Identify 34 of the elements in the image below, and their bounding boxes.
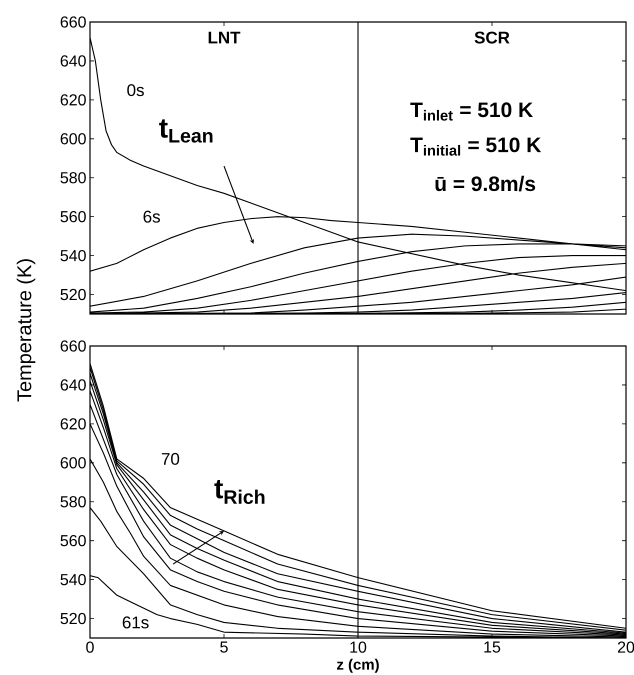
y-tick-label: 620	[60, 94, 86, 106]
y-tick-label: 600	[60, 457, 86, 468]
annotation: 70	[162, 452, 180, 465]
y-axis-title: Temperature (K)	[16, 259, 36, 402]
y-tick-label: 560	[60, 211, 86, 222]
x-axis-title: z (cm)	[337, 658, 379, 673]
x-tick-label: 5	[220, 642, 228, 653]
y-tick-label: 620	[60, 418, 86, 430]
annotation: SCR	[474, 32, 510, 44]
y-tick-label: 660	[60, 16, 86, 28]
y-tick-label: 520	[60, 288, 86, 300]
y-tick-label: 640	[60, 55, 86, 67]
annotation: 6s	[144, 210, 160, 223]
x-tick-label: 20	[618, 642, 634, 653]
y-tick-label: 520	[60, 612, 86, 624]
annotation: LNT	[208, 32, 240, 44]
y-tick-label: 560	[60, 535, 86, 546]
x-tick-label: 0	[86, 642, 94, 653]
y-tick-label: 640	[60, 379, 86, 391]
annotation: ū = 9.8m/s	[436, 176, 536, 192]
y-tick-label: 660	[60, 340, 86, 352]
y-tick-label: 600	[60, 133, 86, 144]
y-tick-label: 540	[60, 574, 86, 586]
annotation: 0s	[127, 84, 144, 96]
annotation: T$_{inlet}$ = 510 K	[410, 102, 533, 121]
annotation: t$_{Lean}$	[159, 119, 212, 143]
y-tick-label: 580	[60, 172, 86, 184]
y-tick-label: 580	[60, 496, 86, 508]
annotation: 61s	[122, 616, 149, 628]
annotation: t$_{Rich}$	[214, 480, 264, 504]
annotation: T$_{initial}$ = 510 K	[410, 137, 542, 156]
x-tick-label: 10	[350, 642, 366, 653]
x-tick-label: 15	[484, 642, 500, 653]
y-tick-label: 540	[60, 250, 86, 262]
